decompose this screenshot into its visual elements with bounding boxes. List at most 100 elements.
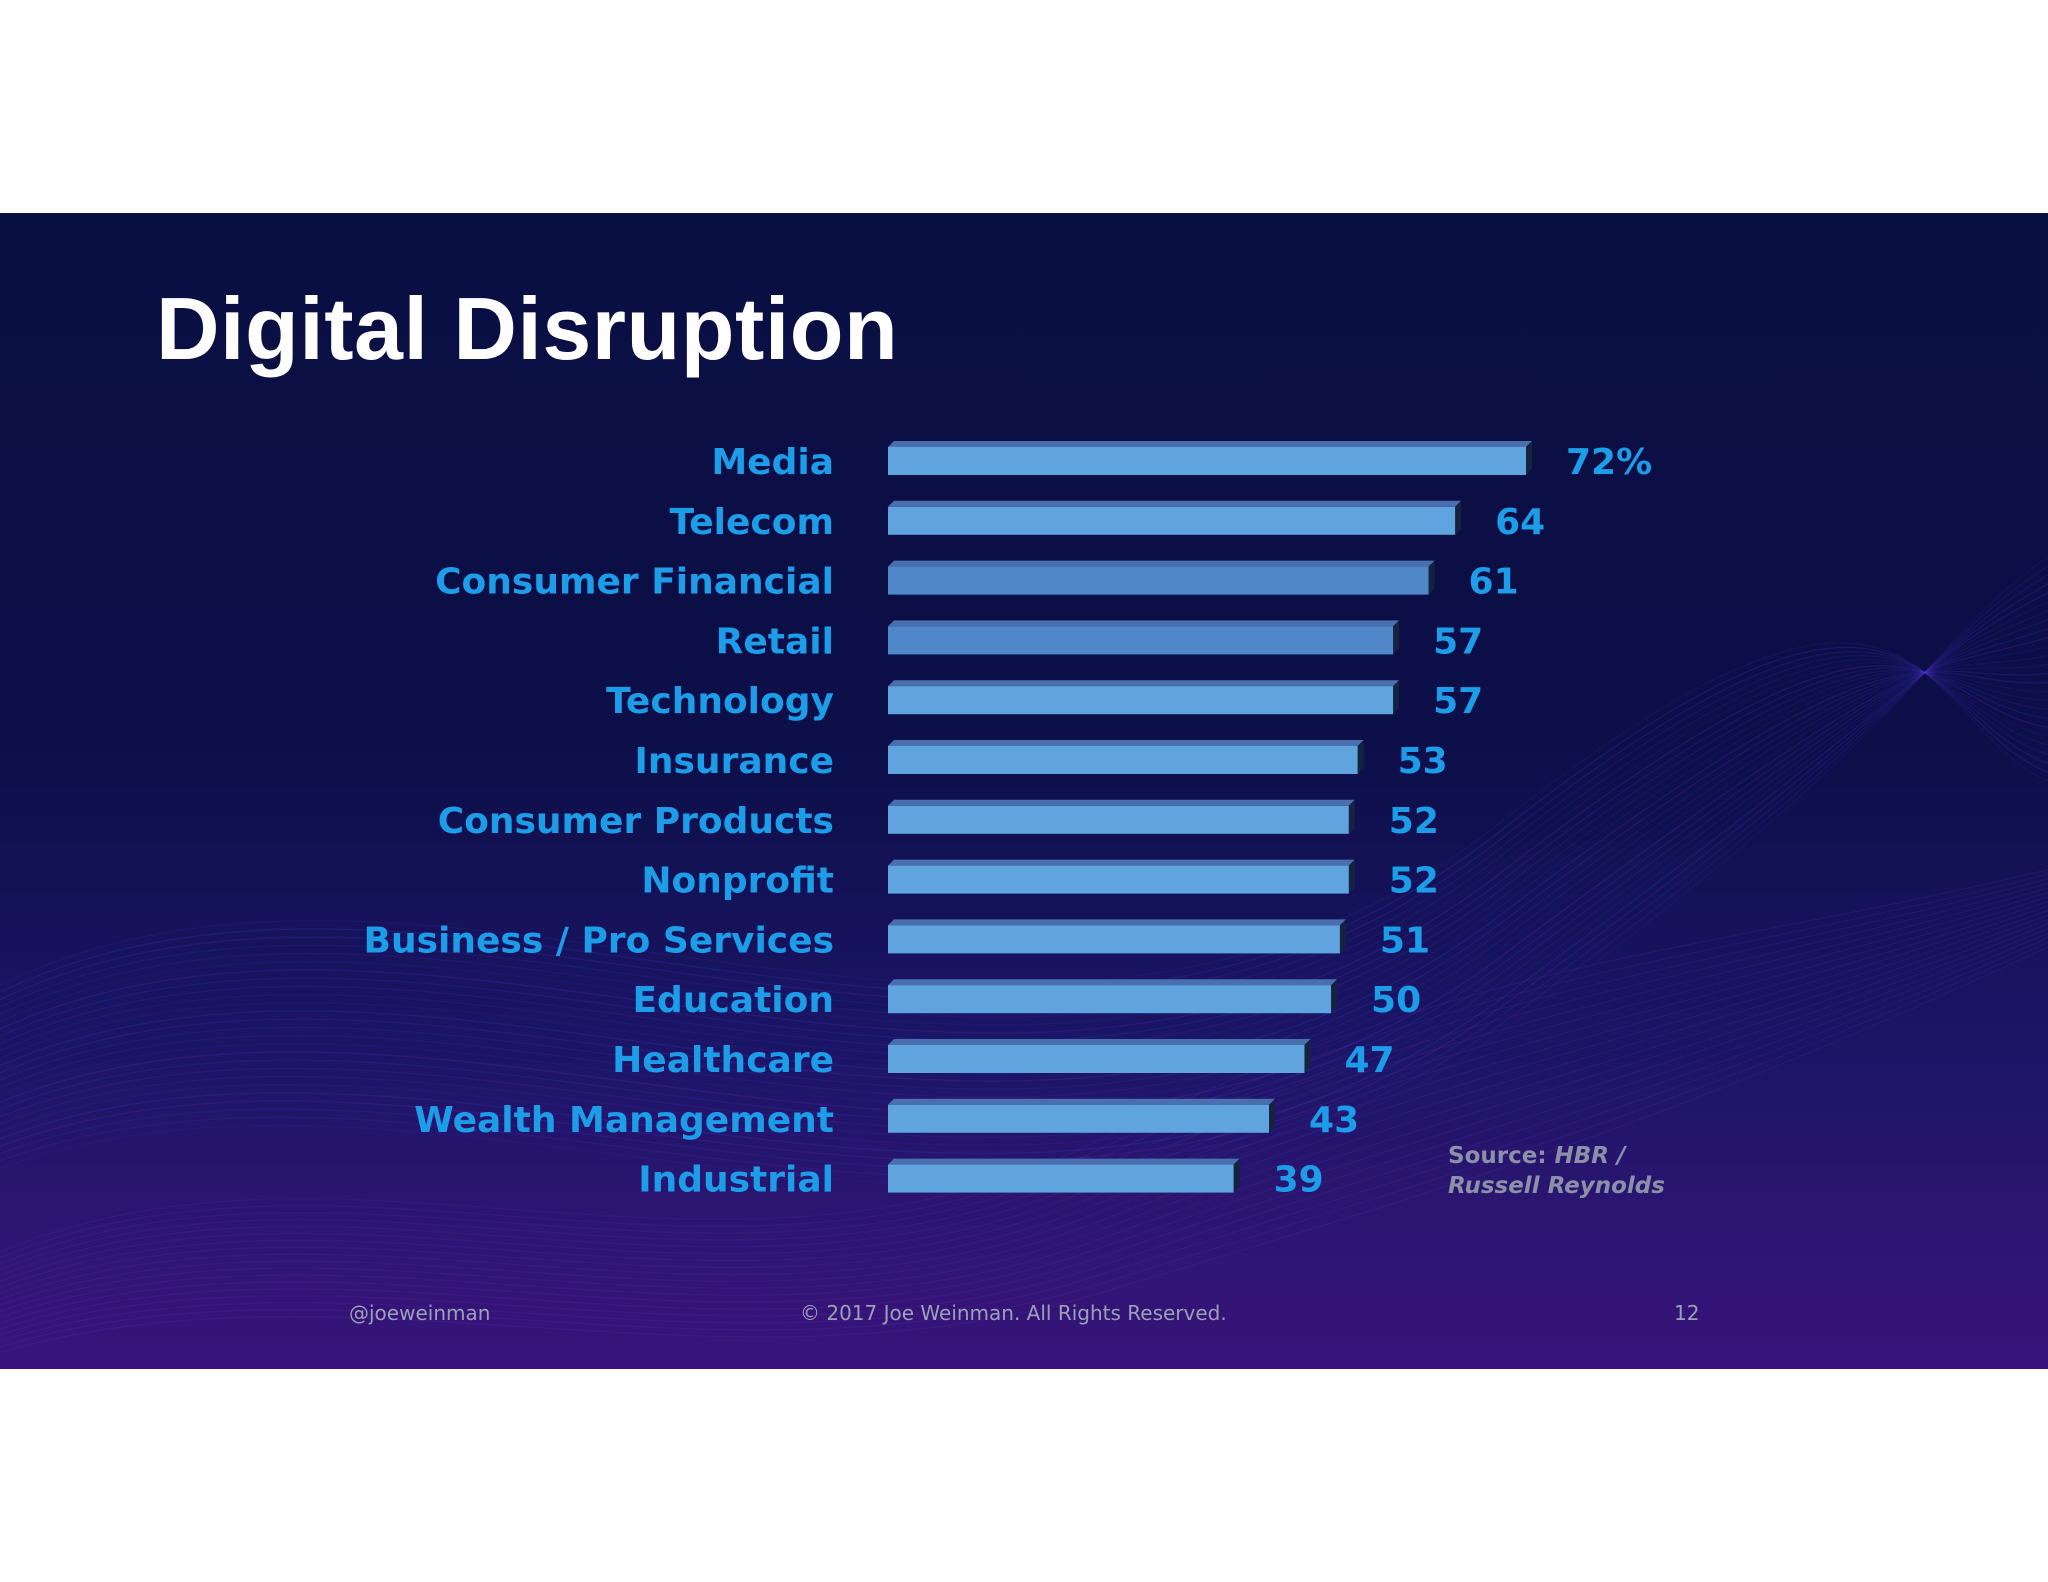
value-label: 64: [1495, 502, 1545, 543]
wave-line: [0, 667, 2048, 1042]
wave-line: [0, 937, 2048, 1342]
category-label: Wealth Management: [414, 1100, 834, 1141]
wave-line: [0, 669, 2048, 1050]
bar-top-face: [888, 1158, 1240, 1165]
wave-line: [0, 946, 2048, 1354]
wave-line: [0, 909, 2048, 1306]
source-note: Source: HBR / Russell Reynolds: [1448, 1141, 1665, 1201]
bar: [888, 805, 1349, 834]
bar-top-face: [888, 441, 1532, 447]
category-label: Telecom: [669, 502, 834, 543]
wave-line: [0, 896, 2048, 1289]
bar: [888, 506, 1456, 535]
bar-side-face: [1348, 859, 1355, 894]
value-label: 52: [1389, 861, 1439, 902]
bar-top-face: [888, 680, 1400, 687]
bar: [888, 985, 1332, 1014]
bar-side-face: [1269, 1098, 1276, 1133]
bar: [888, 1104, 1270, 1133]
wave-line: [0, 914, 2048, 1312]
category-label: Healthcare: [612, 1040, 834, 1081]
bar-top-face: [888, 620, 1400, 627]
value-label: 57: [1433, 681, 1483, 722]
wave-decoration: [0, 556, 2048, 1354]
value-label: 57: [1433, 621, 1483, 662]
bar: [888, 447, 1526, 475]
wave-line: [0, 941, 2048, 1348]
category-label: Retail: [716, 621, 834, 662]
bar-side-face: [1455, 500, 1462, 535]
value-label: 50: [1371, 980, 1421, 1021]
bar: [888, 746, 1358, 774]
wave-line: [0, 565, 2048, 1179]
wave-line: [0, 661, 2048, 1026]
wave-line: [0, 646, 2048, 994]
category-label: Industrial: [638, 1160, 834, 1201]
bar-top-face: [888, 1039, 1311, 1045]
category-label: Insurance: [634, 741, 834, 782]
value-label: 51: [1380, 920, 1430, 961]
footer-handle: @joeweinman: [349, 1301, 491, 1325]
bar-group: [888, 859, 1355, 894]
wave-line: [0, 574, 2048, 1171]
footer-copyright: © 2017 Joe Weinman. All Rights Reserved.: [800, 1301, 1227, 1325]
wave-line: [0, 919, 2048, 1318]
wave-line: [0, 618, 2048, 1131]
bar: [888, 686, 1394, 715]
bar-top-face: [888, 919, 1346, 926]
bar: [888, 566, 1429, 595]
wave-line: [0, 932, 2048, 1336]
bar-side-face: [1526, 441, 1532, 475]
bar-top-face: [888, 799, 1355, 806]
bar-side-face: [1393, 620, 1400, 655]
category-label: Nonprofit: [641, 861, 834, 902]
bar-group: [888, 799, 1355, 834]
source-label: Source:: [1448, 1143, 1547, 1169]
wave-line: [0, 601, 2048, 1147]
bar-top-face: [888, 740, 1364, 746]
value-label: 39: [1274, 1160, 1324, 1201]
slide-title: Digital Disruption: [156, 279, 899, 378]
bar-group: [888, 560, 1435, 595]
page-number: 12: [1674, 1301, 1700, 1325]
bar-group: [888, 979, 1338, 1014]
wave-line: [0, 665, 2048, 1034]
wave-line: [0, 900, 2048, 1295]
category-label: Technology: [606, 681, 834, 722]
wave-line: [0, 923, 2048, 1324]
bar-group: [888, 500, 1462, 535]
wave-line: [0, 663, 2048, 1090]
bar-group: [888, 740, 1364, 774]
wave-line: [0, 658, 2048, 1018]
bar-top-face: [888, 979, 1338, 986]
bar-group: [888, 919, 1346, 954]
bar-top-face: [888, 560, 1435, 567]
bar-group: [888, 1039, 1311, 1073]
wave-line: [0, 650, 2048, 1002]
wave-line: [0, 905, 2048, 1300]
category-label: Business / Pro Services: [364, 920, 834, 961]
wave-line: [0, 627, 2048, 1122]
value-label: 72%: [1566, 442, 1652, 483]
bar: [888, 1164, 1234, 1193]
bar-side-face: [1348, 799, 1355, 834]
bar: [888, 865, 1349, 894]
wave-line: [0, 869, 2048, 1253]
bar-side-face: [1339, 919, 1346, 954]
wave-line: [0, 636, 2048, 1114]
wave-line: [0, 891, 2048, 1283]
wave-line: [0, 609, 2048, 1139]
bar-group: [888, 1158, 1240, 1193]
wave-line: [0, 583, 2048, 1163]
wave-line: [0, 592, 2048, 1155]
wave-line: [0, 645, 2048, 1106]
wave-line: [0, 654, 2048, 1098]
bar-top-face: [888, 859, 1355, 866]
bar-side-face: [1393, 680, 1400, 715]
bar-side-face: [1304, 1039, 1311, 1073]
bar-top-face: [888, 1098, 1276, 1105]
wave-line: [0, 671, 2048, 1074]
wave-line: [0, 671, 2048, 1066]
value-label: 61: [1469, 562, 1519, 603]
wave-line: [0, 654, 2048, 1010]
